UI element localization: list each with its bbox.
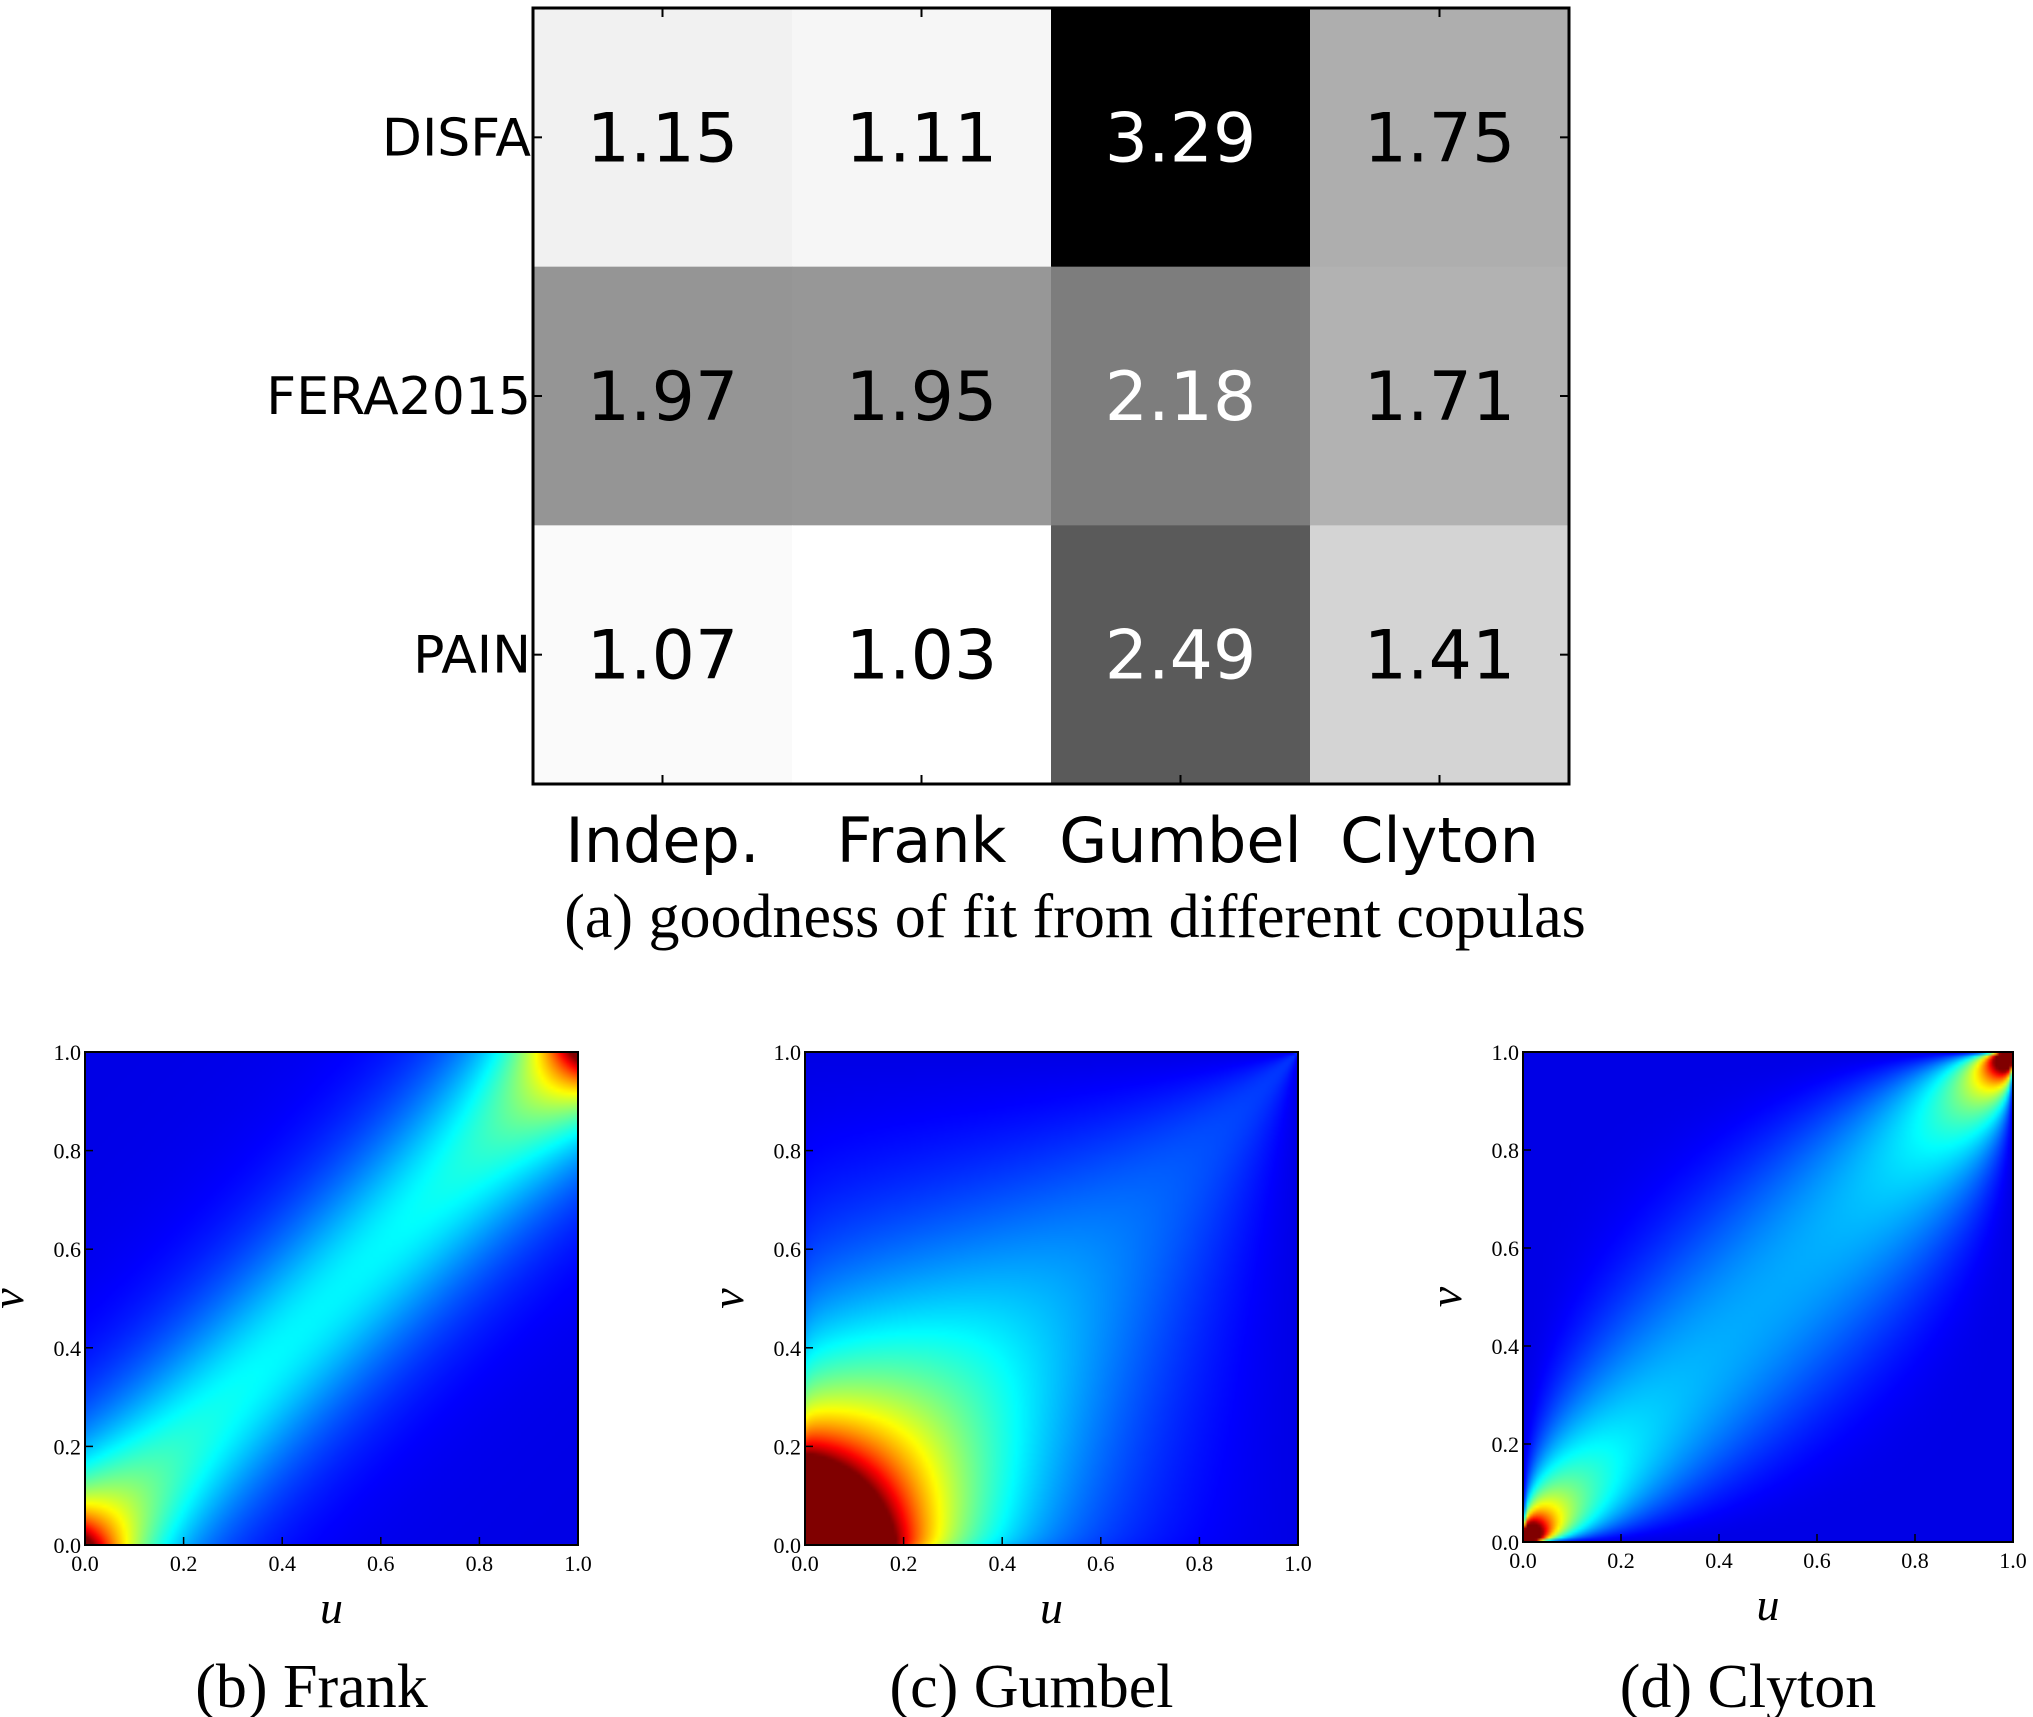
frank-density-panel: 0.0 0.2 0.4 0.6 0.8 1.0 0.0 0.2 0.4 0.6 0.8 1.0 u v (b… xyxy=(0,1040,592,1717)
plot-frame xyxy=(84,1051,579,1546)
x-tick-label: 0.8 xyxy=(1901,1548,1929,1573)
gof-cell-value: 1.97 xyxy=(587,358,738,437)
y-tick-label: 0.4 xyxy=(54,1336,82,1361)
y-tick-label: 0.4 xyxy=(1492,1334,1520,1359)
x-tick-label: 0.2 xyxy=(170,1551,198,1576)
x-tick-label: 0.0 xyxy=(71,1551,99,1576)
x-axis-label: u xyxy=(1040,1582,1063,1633)
gof-cell-value: 1.95 xyxy=(846,358,997,437)
column-label: Gumbel xyxy=(1059,804,1301,877)
x-tick-label: 1.0 xyxy=(1999,1548,2027,1573)
clayton-density-panel: 0.0 0.2 0.4 0.6 0.8 1.0 0.0 0.2 0.4 0.6 0.8 1.0 u v (d… xyxy=(1420,1040,2027,1717)
row-label: DISFA xyxy=(382,108,532,168)
gof-cell-value: 2.49 xyxy=(1105,617,1256,696)
x-tick-label: 0.4 xyxy=(1705,1548,1733,1573)
plot-frame xyxy=(804,1051,1299,1546)
gof-cell xyxy=(533,8,793,268)
x-tick-label: 0.8 xyxy=(1186,1551,1214,1576)
gof-cell xyxy=(1051,8,1311,268)
gof-cells xyxy=(533,8,1570,785)
row-label: PAIN xyxy=(413,626,531,686)
y-tick-label: 0.2 xyxy=(1492,1432,1520,1457)
gof-cell xyxy=(1310,8,1570,268)
gof-cell-value: 1.75 xyxy=(1364,99,1515,178)
panel-caption: (c) Gumbel xyxy=(889,1653,1173,1717)
panel-caption: (b) Frank xyxy=(195,1653,427,1717)
gof-cell xyxy=(1310,525,1570,785)
y-tick-label: 1.0 xyxy=(774,1040,802,1065)
y-axis-label: v xyxy=(0,1288,33,1309)
x-tick-label: 0.6 xyxy=(1803,1548,1831,1573)
y-tick-label: 0.4 xyxy=(774,1336,802,1361)
y-tick-label: 0.2 xyxy=(54,1434,82,1459)
y-tick-label: 0.6 xyxy=(774,1237,802,1262)
panel-caption: (d) Clyton xyxy=(1620,1653,1877,1717)
x-tick-label: 0.4 xyxy=(268,1551,296,1576)
x-tick-label: 0.2 xyxy=(1607,1548,1635,1573)
gof-cell xyxy=(1051,266,1311,526)
gof-cell-value: 1.07 xyxy=(587,617,738,696)
x-tick-label: 0.6 xyxy=(367,1551,395,1576)
gof-cell xyxy=(1051,525,1311,785)
gof-cell-labels: 1.15 1.11 3.29 1.75 1.97 1.95 2.18 1.71 1.07 1.03… xyxy=(587,99,1515,695)
gof-cell-value: 2.18 xyxy=(1105,358,1256,437)
x-tick-label: 0.4 xyxy=(988,1551,1016,1576)
gof-cell-value: 1.41 xyxy=(1364,617,1515,696)
y-tick-label: 0.0 xyxy=(774,1533,802,1558)
x-tick-label: 1.0 xyxy=(564,1551,592,1576)
gof-column-labels: Indep. Frank Gumbel Clyton xyxy=(565,8,1539,877)
gumbel-density-panel: 0.0 0.2 0.4 0.6 0.8 1.0 0.0 0.2 0.4 0.6 0.8 1.0 u v (c… xyxy=(702,1040,1312,1717)
density-image xyxy=(1523,1052,2013,1542)
column-label: Frank xyxy=(837,804,1007,877)
density-image xyxy=(85,1052,578,1545)
gof-cell xyxy=(533,266,793,526)
y-tick-label: 0.2 xyxy=(774,1434,802,1459)
plot-frame xyxy=(1522,1051,2014,1543)
y-tick-label: 0.0 xyxy=(54,1533,82,1558)
caption-a: (a) goodness of fit from different copul… xyxy=(564,883,1586,951)
y-tick-label: 0.0 xyxy=(1492,1530,1520,1555)
x-axis-label: u xyxy=(1757,1579,1780,1630)
gof-cell-value: 3.29 xyxy=(1105,99,1256,178)
y-tick-label: 1.0 xyxy=(54,1040,82,1065)
y-axis-label: v xyxy=(702,1288,753,1309)
x-tick-label: 0.2 xyxy=(890,1551,918,1576)
y-tick-label: 0.6 xyxy=(1492,1236,1520,1261)
gof-matrix-panel: 1.15 1.11 3.29 1.75 1.97 1.95 2.18 1.71 1.07 1.03… xyxy=(266,6,1586,951)
y-tick-label: 0.6 xyxy=(54,1237,82,1262)
x-axis-label: u xyxy=(320,1582,343,1633)
gof-cell xyxy=(792,266,1052,526)
gof-cell xyxy=(533,525,793,785)
x-tick-label: 0.0 xyxy=(1509,1548,1537,1573)
gof-cell-value: 1.71 xyxy=(1364,358,1515,437)
y-tick-label: 0.8 xyxy=(1492,1138,1520,1163)
density-image xyxy=(805,1052,1298,1545)
y-axis-label: v xyxy=(1420,1286,1471,1307)
gof-cell-value: 1.11 xyxy=(846,99,997,178)
gof-cell-value: 1.15 xyxy=(587,99,738,178)
y-tick-label: 0.8 xyxy=(54,1139,82,1164)
gof-cell-value: 1.03 xyxy=(846,617,997,696)
gof-row-labels: DISFA FERA2015 PAIN xyxy=(266,108,1569,686)
gof-cell xyxy=(1310,266,1570,526)
column-label: Clyton xyxy=(1340,804,1539,877)
x-tick-label: 0.8 xyxy=(466,1551,494,1576)
column-label: Indep. xyxy=(565,804,759,877)
row-label: FERA2015 xyxy=(266,367,531,427)
gof-cell xyxy=(792,8,1052,268)
y-tick-label: 0.8 xyxy=(774,1139,802,1164)
x-tick-label: 0.6 xyxy=(1087,1551,1115,1576)
x-tick-label: 1.0 xyxy=(1284,1551,1312,1576)
gof-cell xyxy=(792,525,1052,785)
x-tick-label: 0.0 xyxy=(791,1551,819,1576)
y-tick-label: 1.0 xyxy=(1492,1040,1520,1065)
